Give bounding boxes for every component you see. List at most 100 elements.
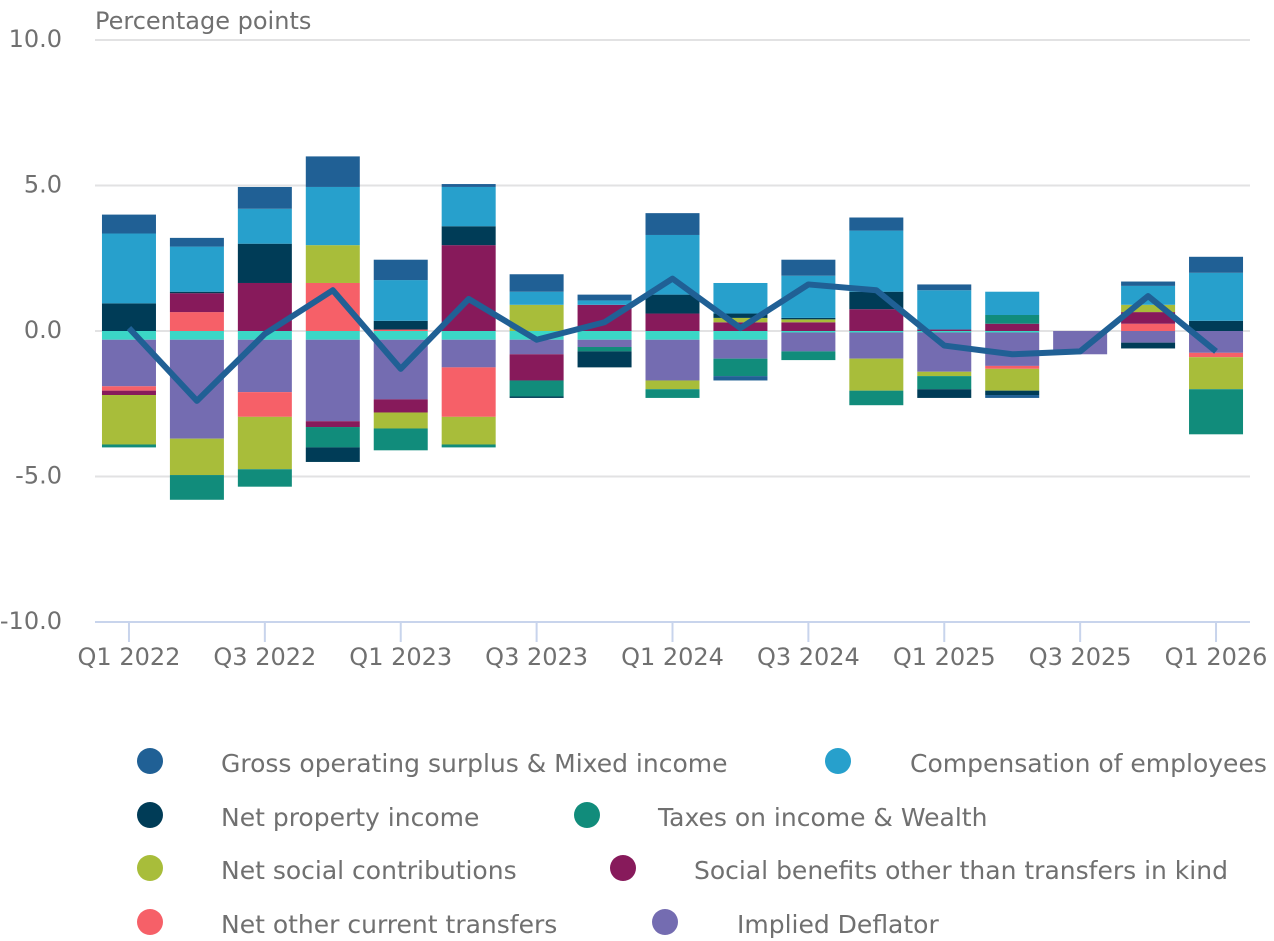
bar-segment <box>441 226 496 246</box>
bar-segment <box>101 395 156 445</box>
bar-segment <box>169 293 224 313</box>
bar-segment <box>509 339 564 355</box>
bar-segment <box>781 259 836 276</box>
bar-segment <box>645 313 700 331</box>
bar-segment <box>373 331 428 340</box>
bar-segment <box>849 217 904 231</box>
bar-segment <box>849 331 904 333</box>
bar-segment <box>713 339 768 359</box>
bar-segment <box>577 339 632 348</box>
bar-segment <box>373 329 428 331</box>
bar-segment <box>373 280 428 321</box>
bar-segment <box>985 314 1040 324</box>
bar-segment <box>917 371 972 377</box>
bar-segment <box>509 380 564 397</box>
bar-segment <box>713 358 768 377</box>
bar-segment <box>1121 312 1176 324</box>
bar-segment <box>645 294 700 314</box>
bar-segment <box>917 389 972 398</box>
bar-segment <box>305 331 360 340</box>
bar-segment <box>849 358 904 391</box>
bar-segment <box>1121 331 1176 343</box>
bar-segment <box>373 320 428 330</box>
bar-segment <box>509 274 564 292</box>
bar-segment <box>1189 272 1244 321</box>
bar-segment <box>849 390 904 406</box>
total-line <box>126 275 1218 404</box>
legend-label: Taxes on income & Wealth <box>657 803 987 832</box>
bar-segment <box>849 332 904 359</box>
bar-segment <box>373 428 428 451</box>
bar-segment <box>781 331 836 333</box>
bar-segment <box>169 438 224 476</box>
bar-segment <box>101 214 156 234</box>
bar-segment <box>101 331 156 340</box>
legend-label: Gross operating surplus & Mixed income <box>221 749 727 778</box>
bar-segment <box>985 390 1040 396</box>
legend-marker <box>652 909 678 935</box>
bar-segment <box>985 291 1040 315</box>
x-tick-label: Q1 2025 <box>893 643 996 671</box>
x-tick-label: Q3 2025 <box>1029 643 1132 671</box>
y-tick-label: 0.0 <box>24 316 62 344</box>
legend-label: Implied Deflator <box>737 910 939 939</box>
bar-segment <box>509 331 564 340</box>
bar-segment <box>441 416 496 445</box>
bar-segment <box>1189 352 1244 358</box>
bar-segment <box>781 332 836 352</box>
bar-segment <box>101 390 156 396</box>
bar-segment <box>781 319 836 323</box>
bar-segment <box>1189 389 1244 435</box>
bar-segment <box>305 427 360 448</box>
bar-segment <box>917 376 972 390</box>
bar-segment <box>373 259 428 281</box>
bar-segment <box>1121 281 1176 286</box>
bar-segment <box>169 237 224 247</box>
bar-segment <box>509 291 564 305</box>
bar-segment <box>849 309 904 331</box>
bar-segment <box>1121 342 1176 349</box>
bar-segment <box>1121 304 1176 313</box>
x-tick-label: Q3 2024 <box>757 643 860 671</box>
legend-marker <box>825 748 851 774</box>
bar-segment <box>373 412 428 429</box>
bar-segment <box>849 230 904 292</box>
bar-segment <box>917 329 972 331</box>
bar-segment <box>169 475 224 500</box>
x-tick-label: Q1 2024 <box>621 643 724 671</box>
bar-segment <box>985 323 1040 331</box>
legend-label: Net social contributions <box>221 856 517 885</box>
bar-segment <box>305 156 360 187</box>
bar-segment <box>645 339 700 381</box>
y-tick-label: -10.0 <box>0 607 62 635</box>
bar-segment <box>441 444 496 448</box>
bar-segment <box>101 233 156 304</box>
bar-segment <box>917 331 972 333</box>
y-tick-label: 5.0 <box>24 171 62 199</box>
bar-segment <box>577 347 632 352</box>
bar-segment <box>985 365 1040 369</box>
bar-segment <box>713 313 768 318</box>
legend-marker <box>137 909 163 935</box>
bar-segment <box>237 339 292 393</box>
bar-segment <box>577 351 632 368</box>
legend-label: Net property income <box>221 803 479 832</box>
legend-label: Compensation of employees <box>910 749 1267 778</box>
bar-segment <box>985 331 1040 333</box>
bar-segment <box>645 331 700 340</box>
bar-segment <box>1189 256 1244 273</box>
bar-segment <box>305 245 360 283</box>
bar-segment <box>713 317 768 323</box>
bar-segment <box>917 284 972 291</box>
legend-marker <box>574 802 600 828</box>
legend-label: Social benefits other than transfers in … <box>694 856 1228 885</box>
bar-segment <box>441 339 496 368</box>
bar-segment <box>441 184 496 187</box>
bar-segment <box>101 444 156 448</box>
bar-segment <box>169 312 224 331</box>
bar-segment <box>169 339 224 439</box>
bar-segment <box>781 322 836 331</box>
bar-segment <box>781 351 836 361</box>
x-tick-label: Q1 2022 <box>78 643 181 671</box>
bar-segment <box>305 421 360 428</box>
